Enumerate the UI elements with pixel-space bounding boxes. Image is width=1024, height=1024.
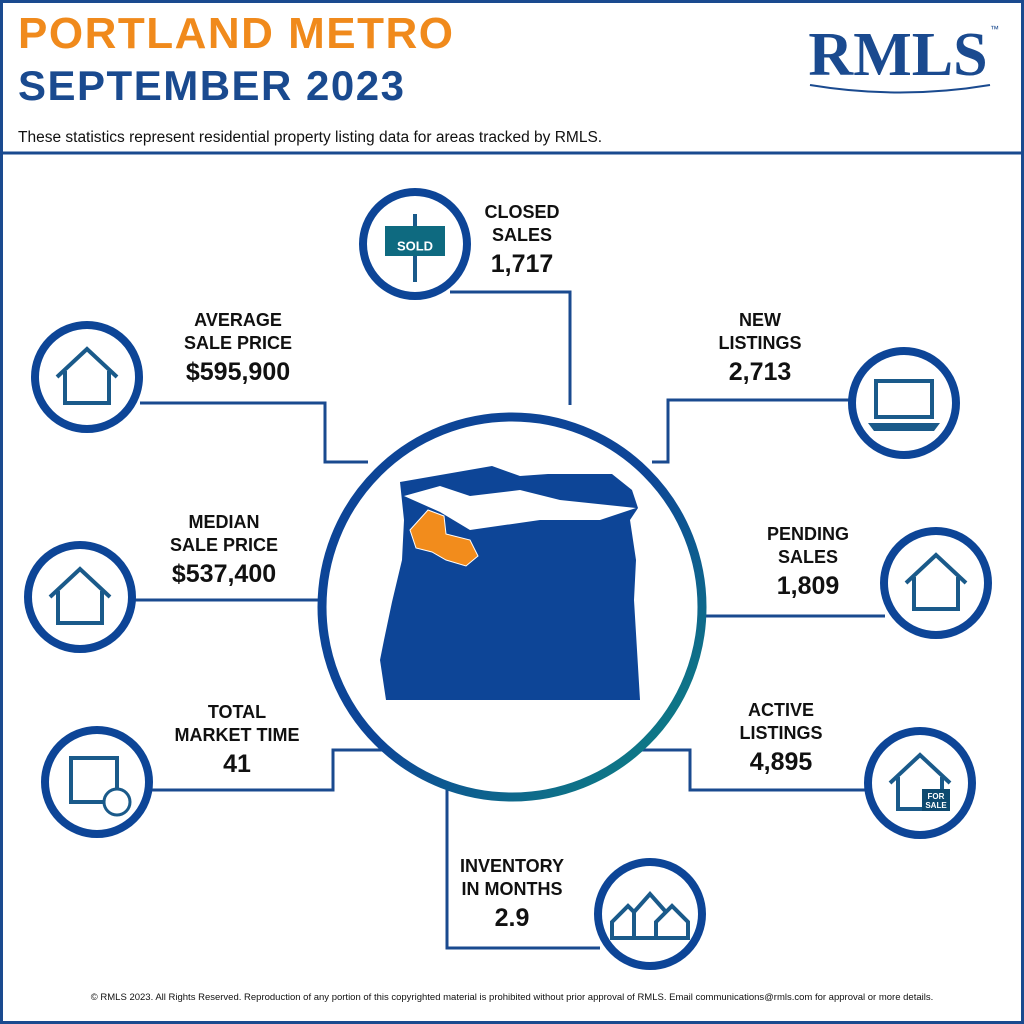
icon-circle — [31, 321, 143, 433]
icon-circle — [864, 727, 976, 839]
stat-label: INVENTORY — [460, 856, 564, 876]
connector — [150, 748, 410, 792]
house-icon — [48, 566, 112, 625]
connector — [445, 770, 600, 950]
icon-circle — [24, 541, 136, 653]
icon-circle — [880, 527, 992, 639]
stat-value: $537,400 — [172, 560, 276, 588]
connector — [140, 401, 368, 464]
stat-value: 2,713 — [729, 358, 792, 386]
stat-label: NEW — [739, 310, 781, 330]
logo: RMLS — [808, 21, 987, 89]
calendar — [69, 756, 119, 804]
title-line1: PORTLAND METRO — [18, 9, 455, 58]
stat-label: SALES — [492, 225, 552, 245]
stat-label: TOTAL — [208, 702, 266, 722]
house-icon — [904, 552, 968, 611]
footer: © RMLS 2023. All Rights Reserved. Reprod… — [91, 992, 933, 1003]
stat-label: MARKET TIME — [175, 725, 300, 745]
house-icon — [654, 903, 690, 940]
connectors — [132, 290, 885, 950]
clock — [102, 787, 132, 817]
stat-label: PENDING — [767, 524, 849, 544]
connector — [615, 748, 866, 792]
connector — [652, 398, 860, 464]
stat-value: 2.9 — [495, 904, 530, 932]
icon-text: FOR — [928, 792, 945, 801]
stat-label: SALE PRICE — [184, 333, 292, 353]
stat-value: 41 — [223, 750, 251, 778]
title-line2: SEPTEMBER 2023 — [18, 62, 405, 109]
trademark: ™ — [990, 24, 999, 34]
icon-circle — [41, 726, 153, 838]
metro-area — [409, 509, 479, 567]
subtitle: These statistics represent residential p… — [18, 129, 602, 146]
columbia-river — [404, 486, 636, 530]
stat-label: SALE PRICE — [170, 535, 278, 555]
stat-label: MEDIAN — [189, 512, 260, 532]
laptop — [874, 379, 934, 419]
stat-label: IN MONTHS — [462, 879, 563, 899]
house-icon — [55, 346, 119, 405]
logo-swash — [809, 84, 991, 94]
laptop-base — [868, 423, 940, 431]
icon-text: SOLD — [397, 238, 433, 253]
stat-value: 1,809 — [777, 572, 840, 600]
stat-value: 4,895 — [750, 748, 813, 776]
icon-text: SALE — [925, 801, 947, 810]
stat-label: LISTINGS — [718, 333, 801, 353]
icon-circle — [848, 347, 960, 459]
stat-value: $595,900 — [186, 358, 290, 386]
stat-label: CLOSED — [484, 202, 559, 222]
stat-label: AVERAGE — [194, 310, 282, 330]
connector — [450, 290, 572, 405]
stat-label: ACTIVE — [748, 700, 814, 720]
sign — [385, 226, 445, 256]
sale-sign — [922, 789, 950, 811]
stat-label: LISTINGS — [739, 723, 822, 743]
stat-value: 1,717 — [491, 250, 554, 278]
stat-label: SALES — [778, 547, 838, 567]
